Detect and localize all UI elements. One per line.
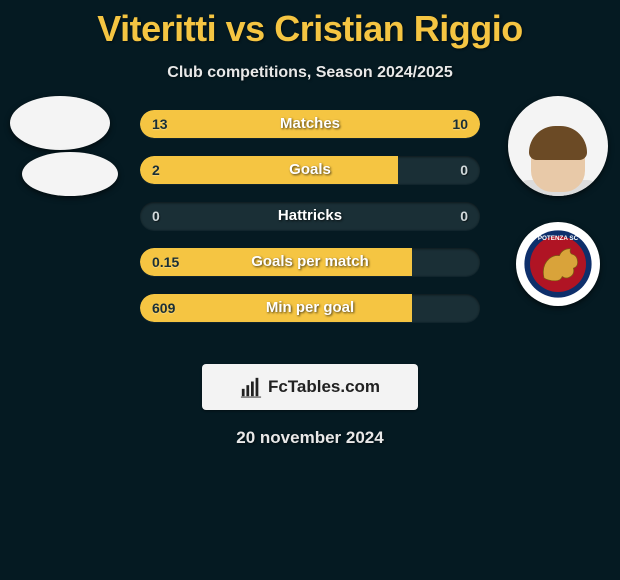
stat-fill-left — [140, 110, 330, 138]
date-label: 20 november 2024 — [0, 428, 620, 448]
stat-row: 0.15Goals per match — [140, 248, 480, 276]
stat-value-right: 0 — [460, 156, 468, 184]
stat-value-right: 10 — [452, 110, 468, 138]
crest-icon: POTENZA SC — [516, 222, 600, 306]
stat-row: 20Goals — [140, 156, 480, 184]
player-right-avatar — [508, 96, 608, 196]
stat-fill-left — [140, 156, 398, 184]
stat-row: 0 0Hattricks — [140, 202, 480, 230]
face-icon — [508, 96, 608, 196]
svg-text:POTENZA SC: POTENZA SC — [538, 235, 579, 242]
stat-bars: 1310Matches20Goals00Hattricks0.15Goals p… — [140, 110, 480, 340]
comparison-area: POTENZA SC 1310Matches20Goals00Hattricks… — [0, 110, 620, 360]
page-title: Viteritti vs Cristian Riggio — [0, 0, 620, 50]
subtitle: Club competitions, Season 2024/2025 — [0, 64, 620, 82]
source-text: FcTables.com — [268, 377, 380, 397]
player-right-club-badge: POTENZA SC — [516, 222, 600, 306]
player-left-club-placeholder — [22, 152, 118, 196]
player-left-avatar — [10, 96, 110, 150]
stat-value-left: 13 — [152, 110, 168, 138]
stat-row: 609Min per goal — [140, 294, 480, 322]
stat-value-left: 0.15 — [152, 248, 179, 276]
stat-value-left: 2 — [152, 156, 160, 184]
source-logo: FcTables.com — [202, 364, 418, 410]
stat-value-right: 0 — [460, 202, 468, 230]
stat-label: Hattricks — [140, 202, 480, 230]
stat-row: 1310Matches — [140, 110, 480, 138]
barchart-icon — [240, 376, 262, 398]
stat-fill-left — [140, 248, 412, 276]
stat-value-left: 0 — [152, 202, 160, 230]
stat-fill-left — [140, 294, 412, 322]
stat-value-left: 609 — [152, 294, 175, 322]
